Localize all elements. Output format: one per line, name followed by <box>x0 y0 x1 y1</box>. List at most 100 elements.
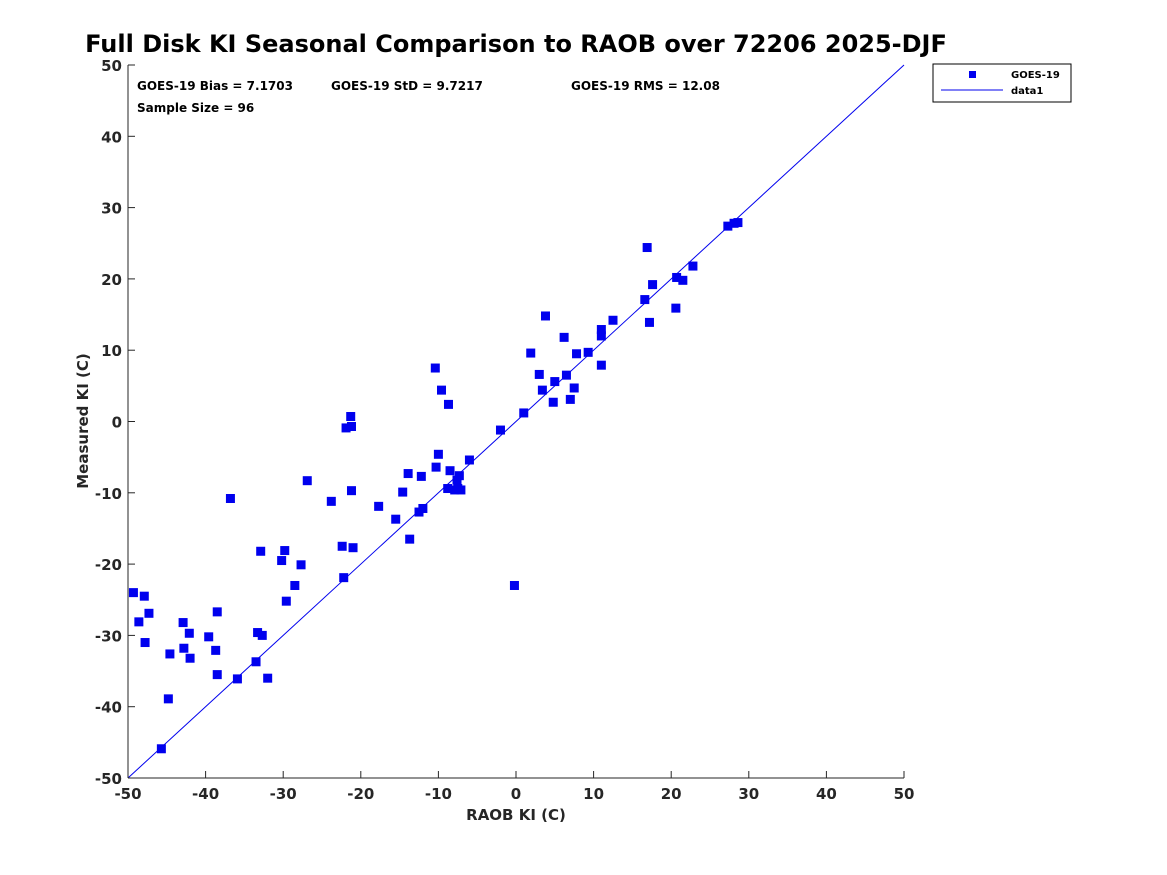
scatter-point <box>140 638 150 648</box>
scatter-point <box>128 588 138 598</box>
scatter-point <box>640 295 650 305</box>
scatter-point <box>456 485 466 495</box>
scatter-point <box>280 546 290 556</box>
scatter-point <box>671 303 681 313</box>
x-tick-label: 30 <box>738 785 759 803</box>
y-tick-label: 20 <box>101 271 122 289</box>
scatter-point <box>454 471 464 481</box>
scatter-point <box>672 272 682 282</box>
scatter-point <box>596 331 606 341</box>
y-tick-label: 30 <box>101 200 122 218</box>
x-axis-label: RAOB KI (C) <box>466 806 566 824</box>
scatter-point <box>156 744 166 754</box>
scatter-point <box>256 546 266 556</box>
chart-title: Full Disk KI Seasonal Comparison to RAOB… <box>85 30 947 58</box>
scatter-point <box>134 617 144 627</box>
scatter-point <box>339 573 349 583</box>
scatter-point <box>733 218 743 228</box>
x-tick-label: -40 <box>192 785 219 803</box>
axes-layer: -50 -40 -30 -20 -10 0 10 20 30 40 50 -50 -40 -30 -20 -1… <box>95 57 915 803</box>
scatter-point <box>540 311 550 321</box>
scatter-point <box>290 580 300 590</box>
scatter-point <box>583 347 593 357</box>
scatter-point <box>495 425 505 435</box>
legend-box <box>932 63 1072 103</box>
scatter-point <box>139 591 149 601</box>
scatter-point <box>534 369 544 379</box>
scatter-point <box>211 645 221 655</box>
y-tick-label: -40 <box>95 699 122 717</box>
scatter-point <box>569 383 579 393</box>
scatter-point <box>537 385 547 395</box>
scatter-point <box>212 607 222 617</box>
scatter-point <box>642 243 652 253</box>
scatter-point <box>185 653 195 663</box>
legend-marker-square <box>969 71 976 78</box>
y-tick-label: 10 <box>101 342 122 360</box>
scatter-point <box>430 363 440 373</box>
scatter-point <box>346 421 356 431</box>
scatter-point <box>212 670 222 680</box>
scatter-point <box>548 397 558 407</box>
scatter-point <box>416 471 426 481</box>
scatter-point <box>519 408 529 418</box>
x-tick-label: 40 <box>816 785 837 803</box>
scatter-point <box>561 370 571 380</box>
scatter-point <box>596 325 606 335</box>
scatter-point <box>253 628 263 638</box>
scatter-point <box>163 694 173 704</box>
x-tick-label: 10 <box>583 785 604 803</box>
scatter-point <box>165 649 175 659</box>
x-tick-label: 20 <box>661 785 682 803</box>
data-layer <box>127 64 905 779</box>
scatter-point <box>263 673 273 683</box>
scatter-point <box>688 261 698 271</box>
scatter-point <box>346 486 356 496</box>
scatter-point <box>348 543 358 553</box>
scatter-point <box>509 580 519 590</box>
scatter-point <box>281 596 291 606</box>
scatter-point <box>443 399 453 409</box>
scatter-point <box>232 674 242 684</box>
y-tick-label: -50 <box>95 770 122 788</box>
y-axis-label: Measured KI (C) <box>74 353 92 489</box>
scatter-point <box>302 476 312 486</box>
scatter-point <box>723 221 733 231</box>
sample-size-label: Sample Size = 96 <box>137 101 254 115</box>
scatter-point <box>572 349 582 359</box>
scatter-point <box>204 632 214 642</box>
scatter-point <box>179 643 189 653</box>
scatter-point <box>296 560 306 570</box>
scatter-point <box>346 412 356 422</box>
scatter-point <box>526 348 536 358</box>
scatter-point <box>644 317 654 327</box>
legend-entry-goes19: GOES-19 <box>1011 70 1060 81</box>
legend: GOES-19 data1 <box>932 63 1072 103</box>
y-tick-label: 50 <box>101 57 122 75</box>
scatter-point <box>565 394 575 404</box>
scatter-point <box>443 484 453 494</box>
scatter-point <box>608 315 618 325</box>
scatter-point <box>257 630 267 640</box>
scatter-point <box>648 280 658 290</box>
legend-entry-data1: data1 <box>1011 86 1043 97</box>
scatter-point <box>398 487 408 497</box>
scatter-point <box>144 608 154 618</box>
scatter-point <box>596 360 606 370</box>
scatter-point <box>550 377 560 387</box>
scatter-point <box>405 534 415 544</box>
x-tick-label: 50 <box>894 785 915 803</box>
scatter-point <box>337 541 347 551</box>
scatter-point <box>418 503 428 513</box>
scatter-point <box>445 466 455 476</box>
scatter-point <box>225 494 235 504</box>
scatter-point <box>341 423 351 433</box>
y-tick-label: -20 <box>95 556 122 574</box>
scatter-point <box>403 469 413 479</box>
y-tick-label: -30 <box>95 627 122 645</box>
scatter-point <box>437 385 447 395</box>
x-tick-label: -30 <box>270 785 297 803</box>
y-tick-label: 0 <box>112 414 122 432</box>
std-label: GOES-19 StD = 9.7217 <box>331 79 483 93</box>
